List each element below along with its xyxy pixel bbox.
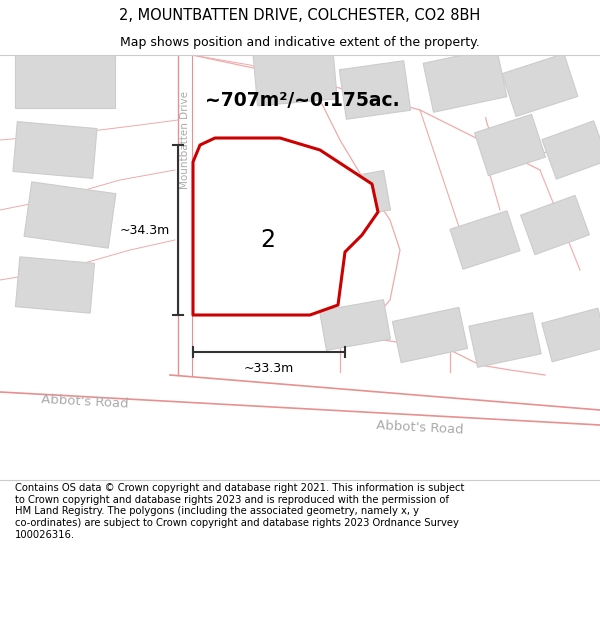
Text: ~33.3m: ~33.3m — [244, 362, 294, 375]
Polygon shape — [320, 299, 391, 351]
Polygon shape — [475, 114, 545, 176]
Text: Contains OS data © Crown copyright and database right 2021. This information is : Contains OS data © Crown copyright and d… — [15, 483, 464, 539]
Polygon shape — [253, 44, 337, 106]
Polygon shape — [423, 48, 507, 112]
Polygon shape — [16, 257, 95, 313]
Polygon shape — [542, 308, 600, 362]
Text: Map shows position and indicative extent of the property.: Map shows position and indicative extent… — [120, 36, 480, 49]
Polygon shape — [193, 138, 378, 315]
Polygon shape — [392, 308, 467, 362]
Polygon shape — [450, 211, 520, 269]
Text: 2: 2 — [260, 228, 275, 252]
Polygon shape — [329, 171, 391, 219]
Polygon shape — [521, 196, 589, 254]
Text: ~707m²/~0.175ac.: ~707m²/~0.175ac. — [205, 91, 400, 109]
Text: ~34.3m: ~34.3m — [120, 224, 170, 236]
Polygon shape — [24, 182, 116, 248]
Polygon shape — [469, 312, 541, 368]
Polygon shape — [340, 61, 410, 119]
Text: Mountbatten Drive: Mountbatten Drive — [180, 91, 190, 189]
Polygon shape — [15, 52, 115, 107]
Text: Abbot's Road: Abbot's Road — [41, 393, 129, 411]
Text: 2, MOUNTBATTEN DRIVE, COLCHESTER, CO2 8BH: 2, MOUNTBATTEN DRIVE, COLCHESTER, CO2 8B… — [119, 8, 481, 23]
Polygon shape — [13, 122, 97, 178]
Polygon shape — [502, 54, 578, 116]
Polygon shape — [542, 121, 600, 179]
Text: Abbot's Road: Abbot's Road — [376, 419, 464, 437]
